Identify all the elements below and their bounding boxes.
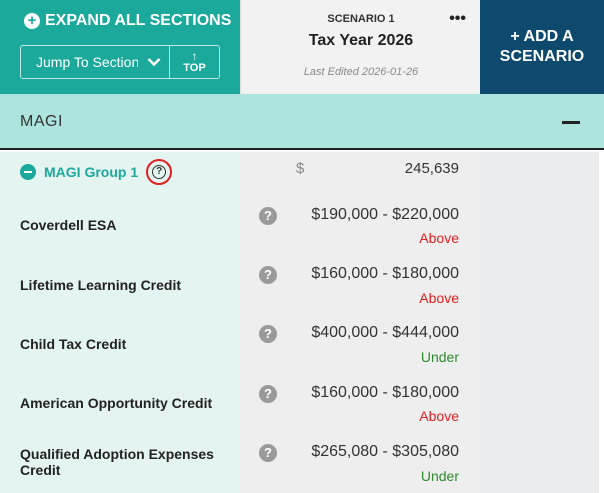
help-icon[interactable]: ? [259,266,277,284]
scenario-header: SCENARIO 1 Tax Year 2026 Last Edited 202… [240,0,480,94]
expand-all-label: EXPAND ALL SECTIONS [45,12,232,29]
magi-value: 245,639 [404,160,459,177]
scenario-label: SCENARIO 1 [327,13,395,25]
row-label-american-opportunity-credit: American Opportunity Credit [20,395,213,411]
status-badge: Under [420,349,459,365]
arrow-up-icon: ↑ [191,49,198,63]
row-label-lifetime-learning-credit: Lifetime Learning Credit [20,277,182,293]
row-label-coverdell-esa: Coverdell ESA [20,217,117,233]
group-name[interactable]: MAGI Group 1 [44,164,139,180]
scroll-to-top-button[interactable]: ↑ TOP [169,45,220,79]
scroll-edge [599,152,604,493]
label-column [0,152,240,493]
status-badge: Under [420,468,459,484]
jump-to-section-text: Jump To Section [36,54,138,70]
jump-to-section-select[interactable]: Jump To Section [20,45,170,79]
row-range: $190,000 - $220,000 [311,206,459,223]
magi-group-row: MAGI Group 1 ? [20,159,173,185]
row-range: $265,080 - $305,080 [311,443,459,460]
plus-circle-icon: + [24,13,40,29]
more-options-icon[interactable]: ••• [449,10,466,27]
scenario-title: Tax Year 2026 [308,32,414,49]
help-icon[interactable]: ? [259,444,277,462]
section-title: MAGI [20,113,63,130]
empty-scenario-column [480,152,604,493]
help-icon[interactable]: ? [259,325,277,343]
help-icon[interactable]: ? [259,385,277,403]
add-scenario-button[interactable]: + ADD A SCENARIO [480,0,604,94]
currency-symbol: $ [296,160,305,177]
collapse-section-icon[interactable] [562,121,580,124]
row-range: $160,000 - $180,000 [311,384,459,401]
help-circle-icon[interactable]: ? [146,159,173,185]
row-label-qualified-adoption-expenses-credit: Qualified Adoption Expenses Credit [20,446,214,478]
status-badge: Above [419,408,459,424]
top-label: TOP [183,62,206,74]
chevron-down-icon [147,58,161,67]
help-icon[interactable]: ? [259,207,277,225]
row-range: $160,000 - $180,000 [311,265,459,282]
add-scenario-line1: + ADD A [510,28,574,45]
row-label-child-tax-credit: Child Tax Credit [20,336,127,352]
add-scenario-line2: SCENARIO [499,48,585,65]
row-range: $400,000 - $444,000 [311,324,459,341]
status-badge: Above [419,230,459,246]
status-badge: Above [419,290,459,306]
last-edited-text: Last Edited 2026-01-26 [303,66,419,78]
section-header-magi[interactable]: MAGI [0,94,604,150]
expand-all-sections-button[interactable]: + EXPAND ALL SECTIONS [24,10,231,32]
question-mark-icon: ? [152,165,167,179]
scenario-value-column [240,152,480,493]
header-controls: + EXPAND ALL SECTIONS Jump To Section ↑ … [0,0,240,94]
minus-circle-icon[interactable] [20,164,36,180]
